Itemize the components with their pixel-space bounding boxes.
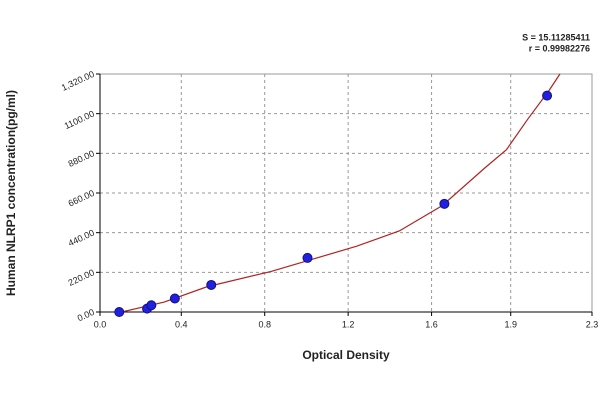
data-point xyxy=(169,293,180,304)
y-tick-label: 660.00 xyxy=(67,188,96,209)
data-point xyxy=(146,300,157,311)
data-point xyxy=(439,198,450,209)
x-tick-label: 1.2 xyxy=(342,319,355,329)
y-tick-label: 1,320.00 xyxy=(60,69,96,93)
y-tick-label: 1100.00 xyxy=(63,109,96,132)
x-tick-label: 1.9 xyxy=(504,319,517,329)
x-tick-label: 1.6 xyxy=(425,319,438,329)
x-axis-title: Optical Density xyxy=(302,348,390,362)
data-point xyxy=(302,252,313,263)
x-tick-label: 0.0 xyxy=(94,319,107,329)
data-point xyxy=(542,90,553,101)
x-tick-label: 0.4 xyxy=(175,319,188,329)
x-tick-label: 0.8 xyxy=(258,319,271,329)
data-point xyxy=(114,307,125,317)
annotation: r = 0.99982276 xyxy=(529,43,590,53)
data-point xyxy=(206,279,217,290)
x-tick-label: 2.3 xyxy=(586,319,599,329)
y-axis-title: Human NLRP1 concentration(pg/ml) xyxy=(4,90,18,296)
y-tick-label: 440.00 xyxy=(67,228,96,249)
y-tick-label: 880.00 xyxy=(67,148,96,169)
y-tick-label: 220.00 xyxy=(67,267,96,288)
annotation: S = 15.11285411 xyxy=(522,32,590,42)
